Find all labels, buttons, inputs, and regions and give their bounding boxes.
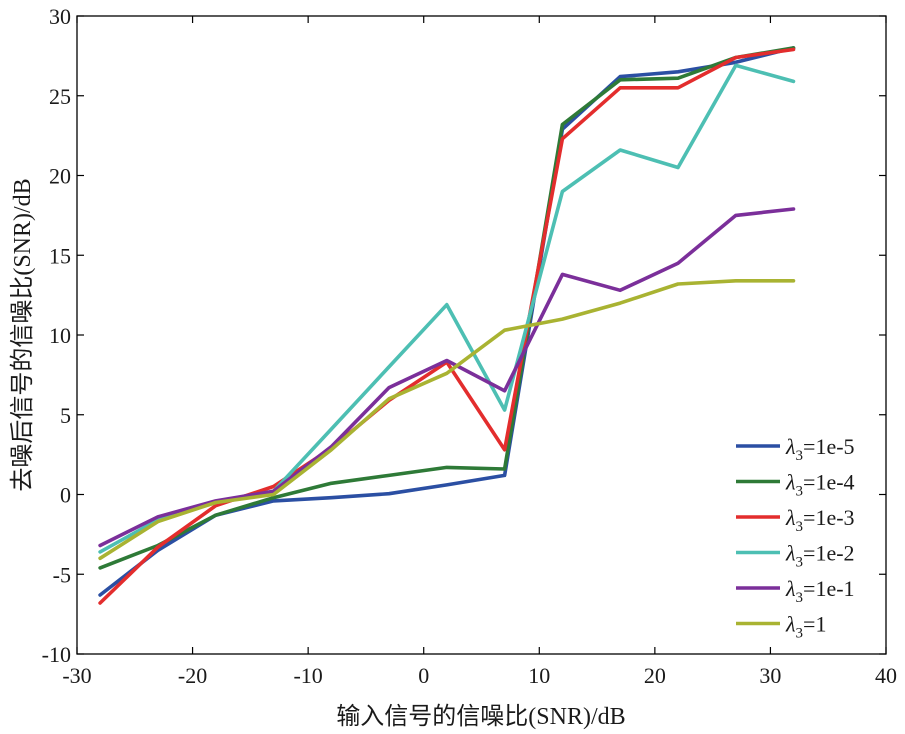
x-tick-label: 10	[528, 663, 550, 688]
legend-label-6: λ3=1	[785, 612, 826, 642]
legend-label-4: λ3=1e-2	[785, 541, 855, 571]
series-line-2	[98, 46, 796, 570]
x-tick-label: -20	[178, 663, 207, 688]
series-lines	[98, 46, 796, 605]
y-tick-label: -5	[53, 562, 71, 587]
plot-area	[76, 15, 887, 655]
y-tick-label: 5	[60, 403, 71, 428]
y-tick-label: 20	[49, 164, 71, 189]
x-tick-label: -10	[293, 663, 322, 688]
y-tick-label: -10	[42, 642, 71, 667]
legend-label-5: λ3=1e-1	[785, 576, 855, 606]
x-tick-label: 0	[418, 663, 429, 688]
series-line-6	[98, 278, 796, 561]
y-tick-label: 15	[49, 243, 71, 268]
y-tick-label: 30	[49, 4, 71, 29]
x-tick-label: 20	[644, 663, 666, 688]
y-axis-label: 去噪后信号的信噪比(SNR)/dB	[9, 178, 36, 491]
legend-label-2: λ3=1e-4	[785, 470, 855, 500]
x-tick-label: 30	[759, 663, 781, 688]
x-tick-label: 40	[875, 663, 897, 688]
x-axis-label: 输入信号的信噪比(SNR)/dB	[336, 703, 625, 730]
y-tick-label: 25	[49, 84, 71, 109]
axis-ticks: -30 -20 -10 0 10 20 30 40 -10 -5 0 5 10 15 20 25 30	[42, 4, 897, 688]
legend-label-3: λ3=1e-3	[785, 505, 855, 535]
legend: λ3=1e-5 λ3=1e-4 λ3=1e-3 λ3=1e-2 λ3=1e-1 λ3=1	[736, 434, 855, 642]
legend-label-1: λ3=1e-5	[785, 434, 855, 464]
y-tick-label: 10	[49, 323, 71, 348]
x-tick-label: -30	[62, 663, 91, 688]
y-tick-label: 0	[60, 483, 71, 508]
